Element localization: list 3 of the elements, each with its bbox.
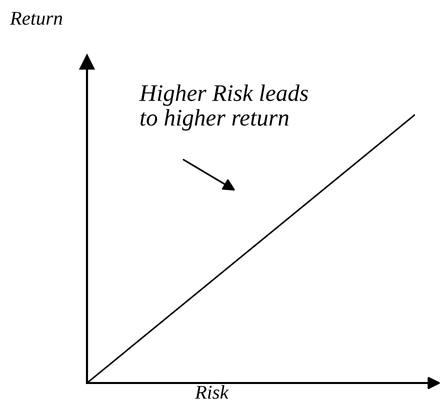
x-axis-title: Risk xyxy=(194,385,229,399)
annotation: Higher Risk leads to higher return xyxy=(139,84,308,131)
y-axis-title: Return xyxy=(10,12,62,25)
